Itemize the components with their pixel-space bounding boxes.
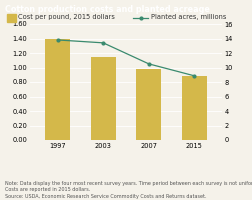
Bar bbox=[91, 57, 116, 140]
Text: Planted acres, millions: Planted acres, millions bbox=[151, 15, 227, 21]
FancyBboxPatch shape bbox=[8, 14, 16, 22]
Bar bbox=[182, 76, 207, 140]
Bar bbox=[45, 39, 70, 140]
Text: Note: Data display the four most recent survey years. Time period between each s: Note: Data display the four most recent … bbox=[5, 181, 252, 199]
Text: Cotton production costs and planted acreage: Cotton production costs and planted acre… bbox=[5, 5, 210, 14]
Bar bbox=[136, 69, 161, 140]
Text: Cost per pound, 2015 dollars: Cost per pound, 2015 dollars bbox=[18, 15, 115, 21]
